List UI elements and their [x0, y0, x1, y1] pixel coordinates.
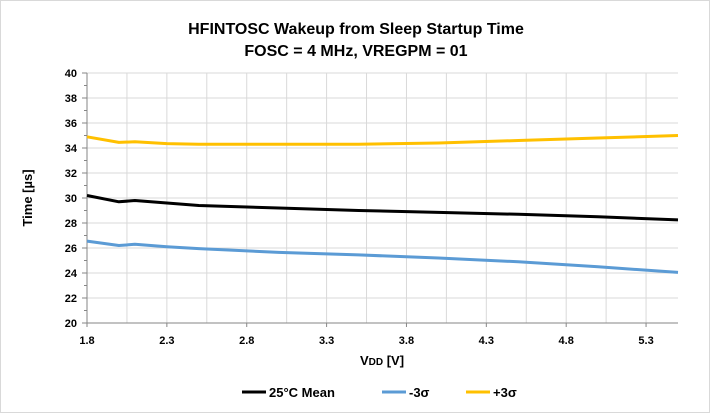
- series-line-0: [86, 194, 679, 222]
- x-label-subscript: DD: [369, 357, 383, 368]
- x-tick-label: 3.3: [319, 335, 334, 347]
- x-label-unit: [V]: [383, 353, 404, 368]
- x-axis-label: VDD [V]: [360, 353, 404, 368]
- series-line-2: [86, 134, 679, 146]
- y-tick-label: 20: [65, 318, 77, 330]
- x-tick-label: 2.3: [159, 335, 174, 347]
- x-tick-label: 4.3: [479, 335, 494, 347]
- x-tick-label: 1.8: [79, 335, 94, 347]
- y-tick-label: 22: [65, 293, 77, 305]
- y-tick-label: 36: [65, 118, 77, 130]
- y-tick-label: 30: [65, 193, 77, 205]
- y-tick-label: 32: [65, 168, 77, 180]
- y-tick-label: 24: [65, 268, 78, 280]
- y-tick-label: 34: [65, 143, 78, 155]
- x-label-main: V: [360, 353, 369, 368]
- y-axis-label: Time [µs]: [20, 169, 35, 226]
- legend-label: +3σ: [493, 385, 517, 400]
- legend-label: 25°C Mean: [269, 385, 335, 400]
- y-tick-label: 26: [65, 243, 77, 255]
- series-line-1: [86, 239, 679, 274]
- y-tick-label: 38: [65, 93, 77, 105]
- x-tick-label: 3.8: [399, 335, 414, 347]
- x-tick-label: 2.8: [239, 335, 254, 347]
- x-tick-label: 5.3: [638, 335, 653, 347]
- legend: 25°C Mean -3σ +3σ: [242, 385, 517, 400]
- chart-title: HFINTOSC Wakeup from Sleep Startup Time: [188, 21, 524, 38]
- x-tick-label: 4.8: [559, 335, 574, 347]
- y-tick-label: 40: [65, 68, 77, 80]
- y-tick-label: 28: [65, 218, 77, 230]
- legend-label: -3σ: [409, 385, 430, 400]
- chart-subtitle: FOSC = 4 MHz, VREGPM = 01: [244, 43, 467, 60]
